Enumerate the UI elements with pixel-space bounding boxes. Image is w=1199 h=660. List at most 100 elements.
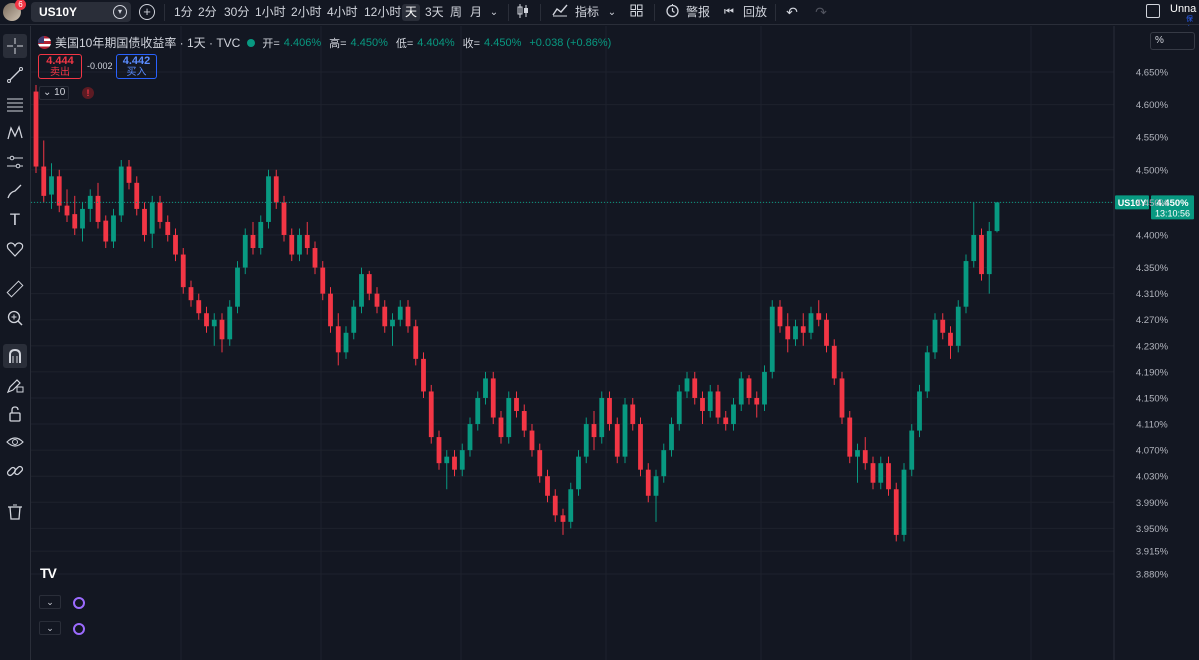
layouts-grid-icon[interactable] [628, 3, 644, 22]
candle [537, 443, 543, 483]
warning-icon[interactable]: ! [82, 87, 94, 99]
lock-icon[interactable] [3, 402, 27, 426]
chevron-down-icon[interactable]: ⌄ [489, 7, 499, 18]
candle-body [56, 176, 62, 206]
candle [816, 300, 822, 327]
candle-body [521, 411, 527, 431]
trash-icon[interactable] [3, 500, 27, 524]
interval-12h[interactable]: 12小时 [364, 5, 402, 19]
chevron-down-icon[interactable]: ⌄ [607, 7, 617, 18]
interval-4h[interactable]: 4小时 [327, 5, 358, 19]
buy-button[interactable]: 4.442 买入 [116, 54, 157, 79]
candle [700, 391, 705, 425]
alerts-button[interactable]: 警报 [686, 5, 711, 19]
candle [452, 450, 457, 477]
low-value: 4.404% [417, 36, 455, 49]
candle-body [971, 234, 977, 262]
candle-body [762, 371, 767, 405]
symbol-menu-icon[interactable]: ▾ [113, 5, 127, 19]
alarm-clock-icon[interactable] [663, 3, 681, 22]
candle [95, 182, 101, 229]
refresh-icon[interactable] [73, 597, 85, 609]
interval-30m[interactable]: 30分 [224, 5, 250, 19]
candle [638, 417, 643, 477]
candle-body [204, 313, 209, 327]
candle [165, 215, 171, 242]
candle [886, 456, 891, 496]
candle [669, 417, 674, 457]
interval-1m[interactable]: 1分 [174, 5, 193, 19]
candle [940, 313, 946, 340]
candle-body [785, 326, 791, 340]
brush-icon[interactable] [3, 179, 27, 203]
candle-body [87, 195, 93, 209]
candle-body [979, 234, 984, 275]
pane-collapse-button[interactable]: ⌄ [39, 595, 61, 609]
candle-body [436, 437, 442, 464]
candle [498, 411, 504, 444]
interval-3d[interactable]: 3天 [425, 5, 444, 19]
eye-icon[interactable] [3, 430, 27, 454]
text-icon[interactable]: T [9, 210, 21, 229]
refresh-icon[interactable] [73, 623, 85, 635]
candle [653, 469, 659, 522]
interval-1d[interactable]: 天 [402, 4, 421, 21]
candle [831, 339, 837, 385]
candle [273, 169, 279, 209]
candle [909, 424, 915, 477]
replay-icon[interactable]: ⏮ [724, 6, 734, 18]
add-symbol-icon[interactable]: + [139, 4, 155, 20]
candle-body [560, 515, 566, 522]
ruler-icon[interactable] [3, 277, 27, 301]
interval-1h[interactable]: 1小时 [255, 5, 286, 19]
candle-body [475, 397, 481, 425]
candle-body [769, 306, 775, 372]
candle-countdown: 13:10:56 [1155, 208, 1190, 218]
candle [723, 411, 729, 431]
crosshair-icon[interactable] [3, 34, 27, 58]
candle [754, 391, 760, 418]
candlestick-chart[interactable]: US10Y 4.450%13:10:56 4.650%4.600%4.550%4.… [31, 26, 1199, 660]
indicators-icon[interactable] [551, 3, 569, 22]
scale-mode-button[interactable]: % [1150, 32, 1195, 50]
candle [289, 228, 295, 262]
interval-2m[interactable]: 2分 [198, 5, 217, 19]
y-tick-label: 3.880% [1136, 570, 1169, 581]
zoom-icon[interactable] [3, 306, 27, 330]
sell-button[interactable]: 4.444 卖出 [38, 54, 82, 79]
candle [204, 306, 209, 333]
link-icon[interactable] [3, 459, 27, 483]
indicators-button[interactable]: 指标 [575, 5, 600, 19]
layout-name[interactable]: Unna [1170, 3, 1197, 15]
redo-icon[interactable]: ↷ [815, 4, 827, 20]
candle [738, 371, 744, 412]
magnet-icon[interactable] [3, 344, 27, 368]
pattern-icon[interactable] [3, 121, 27, 145]
candle [901, 463, 907, 542]
forecast-icon[interactable] [3, 150, 27, 174]
trend-line-icon[interactable] [3, 63, 27, 87]
candle [250, 221, 256, 255]
replay-button[interactable]: 回放 [743, 5, 768, 19]
lock-drawing-icon[interactable] [3, 373, 27, 397]
symbol-title[interactable]: 美国10年期国债收益率 · 1天 · TVC [55, 36, 241, 50]
pane-collapse-button[interactable]: ⌄ [39, 621, 61, 635]
indicators-toggle[interactable]: ⌄ 10 [39, 86, 69, 100]
candle [405, 300, 411, 333]
candle [421, 352, 426, 398]
price-axis[interactable]: 4.650% 4.600% 4.550% 4.500% 4.450% 4.400% 4.35… [1113, 26, 1169, 660]
sell-label: 卖出 [50, 67, 70, 78]
undo-icon[interactable]: ↶ [786, 4, 798, 20]
interval-week[interactable]: 周 [450, 5, 463, 19]
layout-icon[interactable] [1146, 4, 1160, 18]
interval-month[interactable]: 月 [470, 5, 483, 19]
symbol-search-button[interactable]: US10Y ▾ [31, 2, 131, 22]
candle-body [483, 378, 488, 398]
candle-body [878, 463, 884, 483]
fib-icon[interactable] [3, 92, 27, 116]
candle-style-icon[interactable] [515, 3, 531, 22]
heart-icon[interactable] [3, 237, 27, 261]
candle [428, 384, 434, 444]
interval-2h[interactable]: 2小时 [291, 5, 322, 19]
candle [963, 254, 969, 314]
